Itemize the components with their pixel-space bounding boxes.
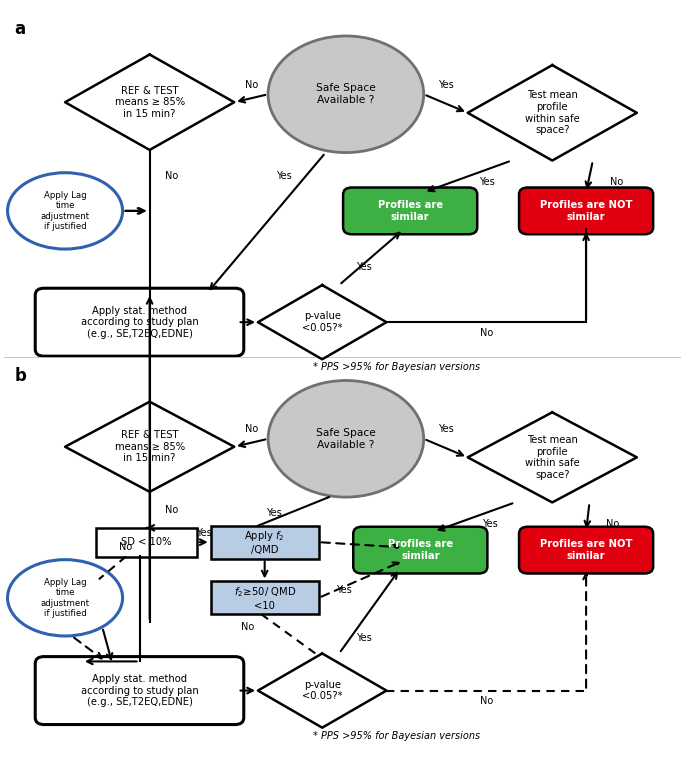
- Text: Profiles are
similar: Profiles are similar: [388, 540, 453, 561]
- Bar: [95, 527, 197, 557]
- Polygon shape: [65, 402, 234, 492]
- Text: a: a: [14, 20, 25, 38]
- Text: No: No: [245, 425, 258, 435]
- FancyBboxPatch shape: [519, 527, 653, 574]
- Text: Yes: Yes: [336, 585, 351, 595]
- Bar: [210, 526, 319, 559]
- Ellipse shape: [268, 380, 424, 497]
- Text: No: No: [241, 622, 255, 632]
- Text: Profiles are NOT
similar: Profiles are NOT similar: [540, 540, 632, 561]
- Text: p-value
<0.05?*: p-value <0.05?*: [302, 311, 342, 333]
- Text: SD < 10%: SD < 10%: [121, 537, 171, 547]
- FancyBboxPatch shape: [35, 288, 244, 356]
- Text: Profiles are
similar: Profiles are similar: [377, 200, 443, 221]
- Text: No: No: [164, 171, 178, 181]
- Text: No: No: [479, 696, 493, 706]
- Text: Safe Space
Available ?: Safe Space Available ?: [316, 428, 376, 450]
- Text: $f_2\!\geq\!50$/ QMD
<10: $f_2\!\geq\!50$/ QMD <10: [234, 585, 296, 610]
- Polygon shape: [468, 65, 637, 161]
- Ellipse shape: [8, 559, 123, 636]
- Text: REF & TEST
means ≥ 85%
in 15 min?: REF & TEST means ≥ 85% in 15 min?: [114, 430, 185, 463]
- FancyBboxPatch shape: [519, 187, 653, 234]
- Text: * PPS >95% for Bayesian versions: * PPS >95% for Bayesian versions: [313, 731, 480, 740]
- Text: Yes: Yes: [196, 527, 212, 537]
- Ellipse shape: [8, 173, 123, 249]
- Text: Apply stat. method
according to study plan
(e.g., SE,T2EQ,EDNE): Apply stat. method according to study pl…: [81, 306, 199, 339]
- Text: Apply Lag
time
adjustment
if justified: Apply Lag time adjustment if justified: [40, 191, 90, 231]
- Polygon shape: [258, 285, 386, 359]
- Text: Apply stat. method
according to study plan
(e.g., SE,T2EQ,EDNE): Apply stat. method according to study pl…: [81, 674, 199, 707]
- Text: b: b: [14, 368, 26, 385]
- Text: Yes: Yes: [356, 262, 372, 272]
- Text: Apply Lag
time
adjustment
if justified: Apply Lag time adjustment if justified: [40, 578, 90, 618]
- Text: No: No: [479, 328, 493, 338]
- Ellipse shape: [268, 36, 424, 152]
- Text: Yes: Yes: [438, 80, 453, 90]
- Text: Yes: Yes: [479, 177, 495, 186]
- FancyBboxPatch shape: [353, 527, 487, 574]
- Text: Test mean
profile
within safe
space?: Test mean profile within safe space?: [525, 435, 580, 479]
- Text: Safe Space
Available ?: Safe Space Available ?: [316, 84, 376, 105]
- Text: REF & TEST
means ≥ 85%
in 15 min?: REF & TEST means ≥ 85% in 15 min?: [114, 86, 185, 119]
- Text: Profiles are NOT
similar: Profiles are NOT similar: [540, 200, 632, 221]
- Text: Apply $f_2$
/QMD: Apply $f_2$ /QMD: [245, 530, 285, 555]
- FancyBboxPatch shape: [343, 187, 477, 234]
- Text: No: No: [164, 505, 178, 515]
- Polygon shape: [468, 412, 637, 502]
- Text: Yes: Yes: [438, 425, 453, 435]
- Text: Yes: Yes: [356, 632, 372, 642]
- Polygon shape: [65, 55, 234, 150]
- Text: Test mean
profile
within safe
space?: Test mean profile within safe space?: [525, 91, 580, 135]
- Text: Yes: Yes: [482, 518, 498, 529]
- FancyBboxPatch shape: [35, 657, 244, 724]
- Text: Yes: Yes: [276, 171, 292, 181]
- Text: No: No: [610, 177, 623, 186]
- Text: No: No: [245, 80, 258, 90]
- Text: * PPS >95% for Bayesian versions: * PPS >95% for Bayesian versions: [313, 362, 480, 372]
- Bar: [210, 581, 319, 614]
- Text: p-value
<0.05?*: p-value <0.05?*: [302, 680, 342, 702]
- Polygon shape: [258, 654, 386, 728]
- Text: No: No: [119, 543, 132, 552]
- Text: No: No: [606, 518, 620, 529]
- Text: Yes: Yes: [266, 508, 282, 518]
